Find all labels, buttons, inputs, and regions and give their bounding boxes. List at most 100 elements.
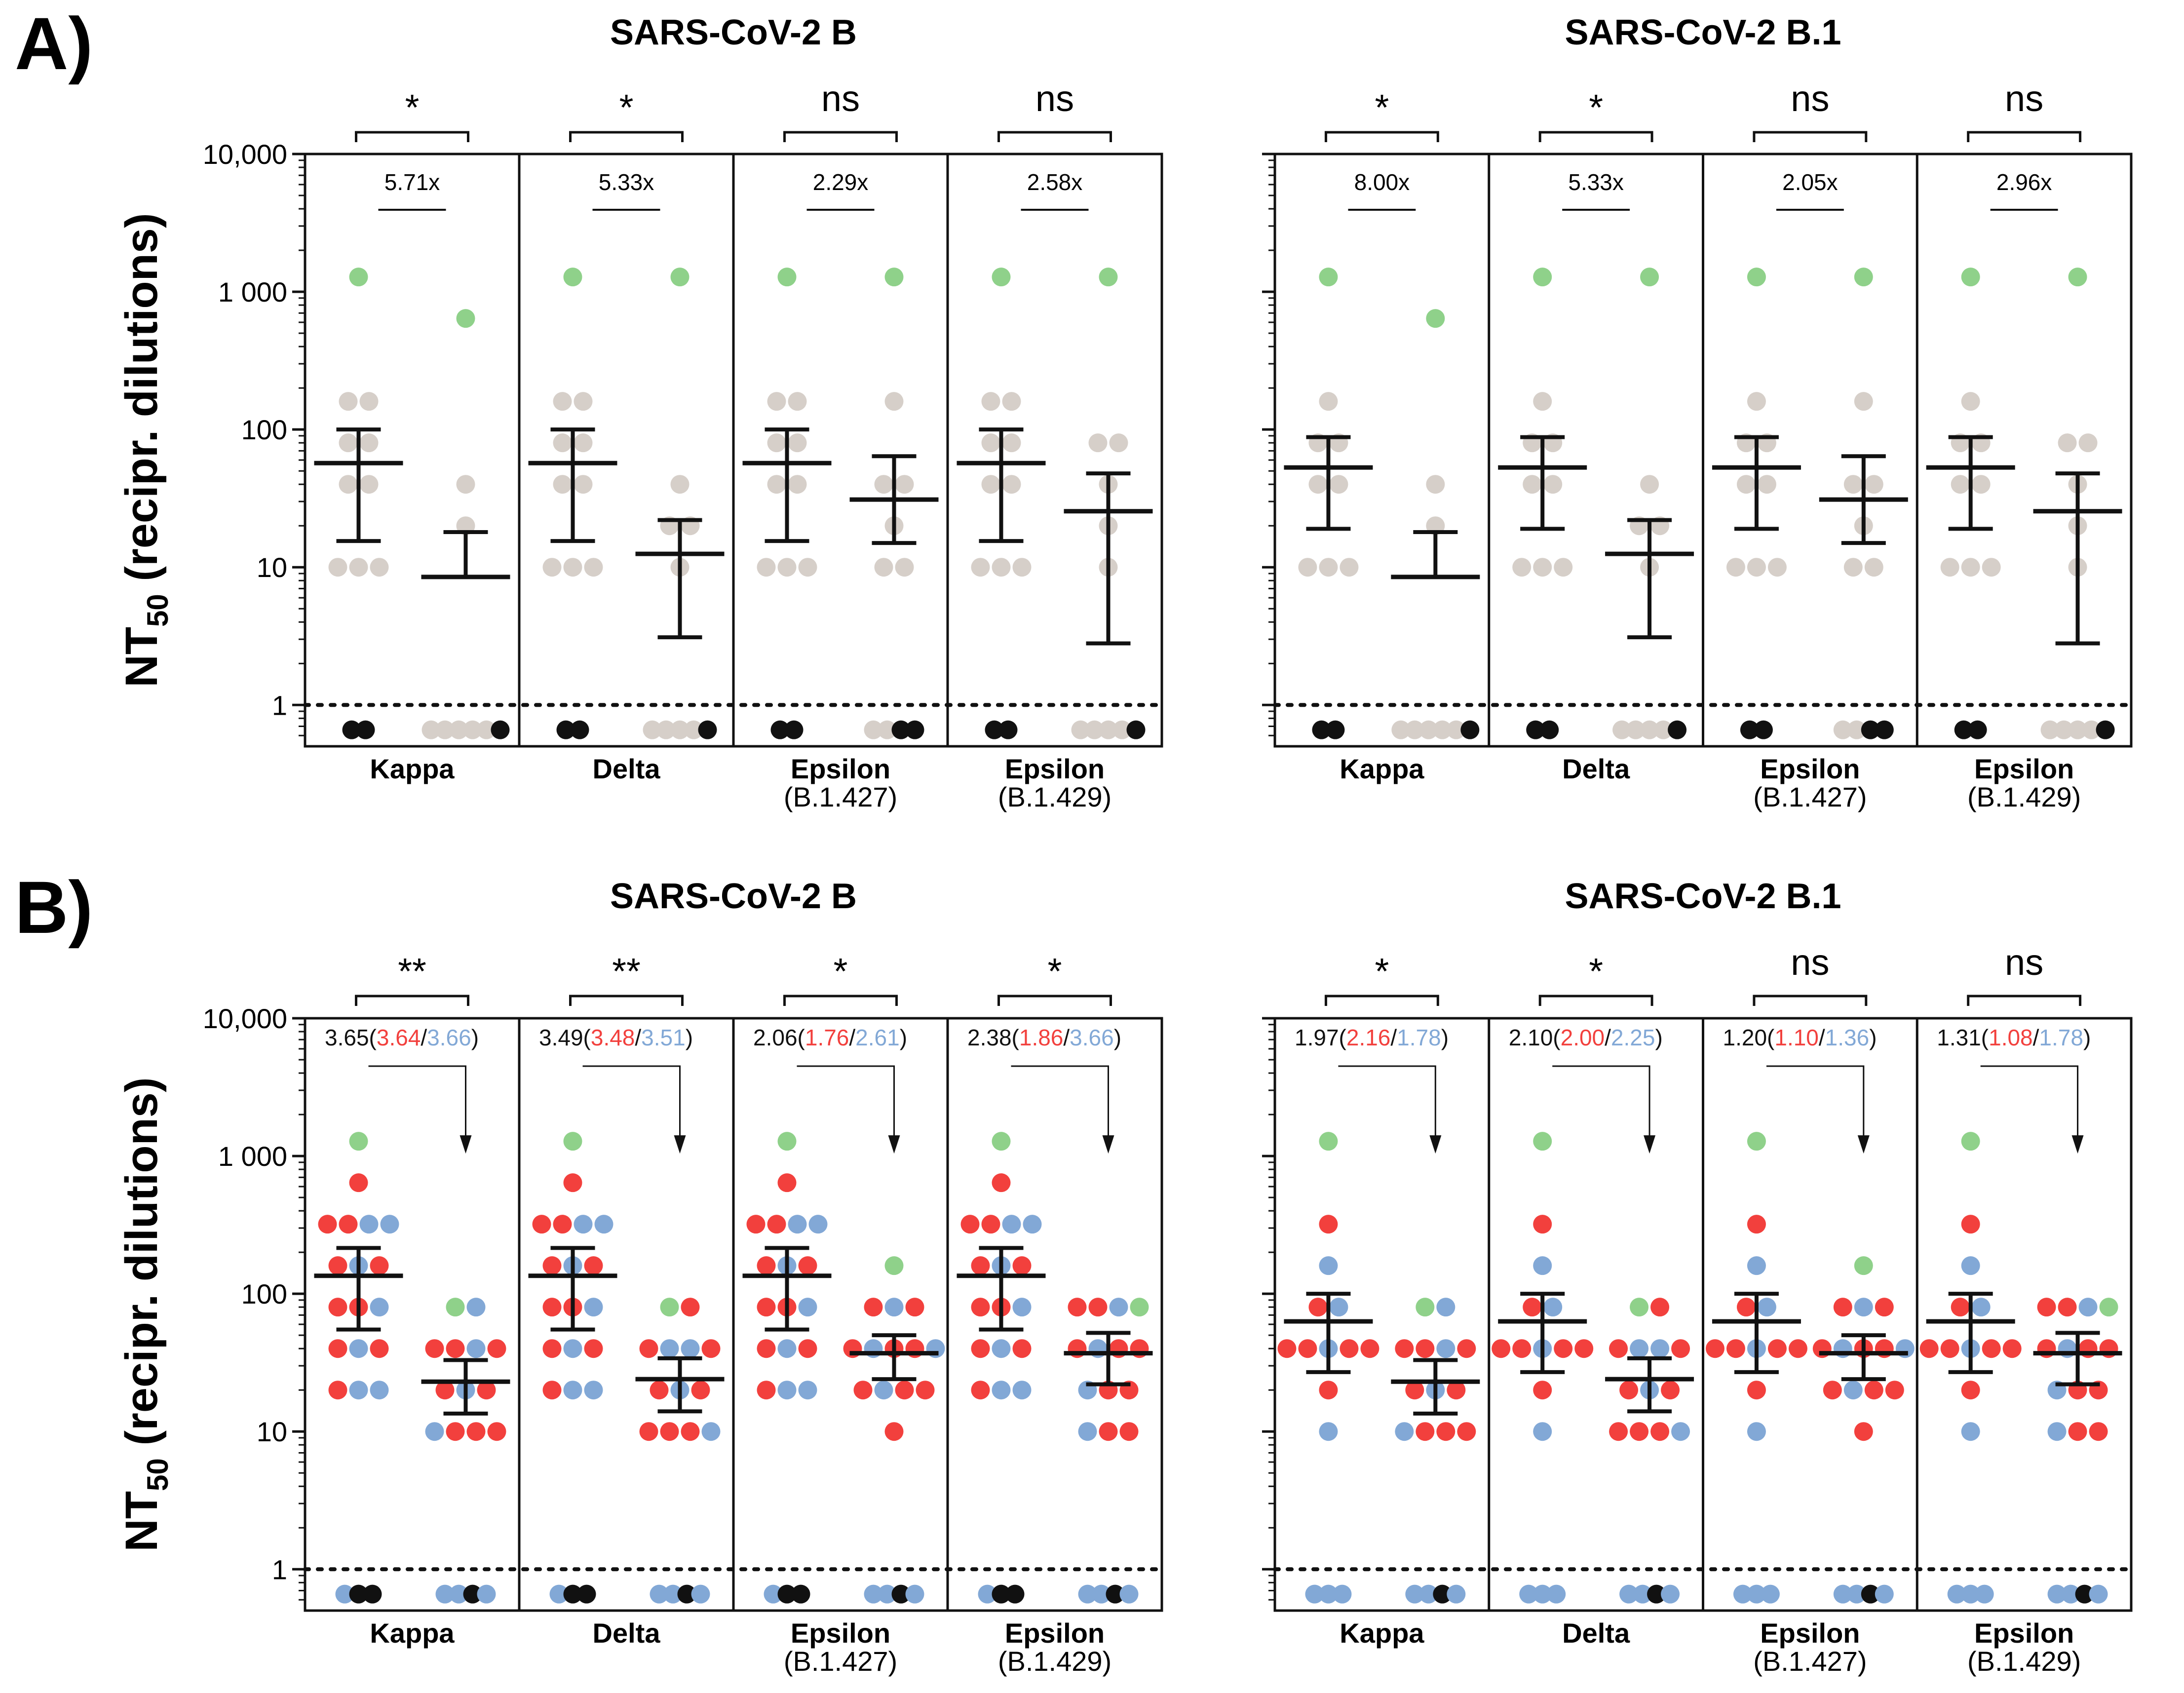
- data-point: [1023, 1215, 1042, 1234]
- below-detection-point: [2061, 1584, 2080, 1604]
- below-detection-point: [577, 1584, 596, 1604]
- data-point: [767, 392, 786, 411]
- data-point: [1319, 1381, 1338, 1400]
- data-point: [1012, 1381, 1032, 1400]
- data-point: [1726, 558, 1745, 577]
- data-point: [981, 392, 1000, 411]
- data-point: [1574, 1339, 1594, 1358]
- data-point: [584, 558, 603, 577]
- data-point: [1130, 1298, 1149, 1317]
- data-point: [757, 1381, 776, 1400]
- fold-change-arrowhead: [674, 1135, 686, 1154]
- data-point: [1971, 475, 1991, 494]
- variant-column: ns 2.96x Epsilon(B.1.429): [1916, 78, 2122, 812]
- variant-label: Epsilon: [1760, 753, 1860, 784]
- data-point: [1864, 558, 1883, 577]
- data-point: [359, 433, 379, 453]
- variant-label: Kappa: [370, 1617, 455, 1649]
- fold-change-red: 1.10: [1774, 1025, 1819, 1050]
- data-point: [1961, 1215, 1980, 1234]
- data-point: [456, 309, 475, 328]
- fold-change-punct: ): [1441, 1025, 1449, 1050]
- data-point: [701, 1422, 721, 1441]
- variant-sublabel: (B.1.429): [1967, 781, 2081, 812]
- data-point: [1823, 1381, 1842, 1400]
- fold-change-arrowhead: [1644, 1135, 1656, 1154]
- data-point: [971, 1256, 990, 1275]
- data-point: [971, 558, 990, 577]
- data-point: [798, 1298, 817, 1317]
- data-point: [681, 1339, 700, 1358]
- data-point: [370, 1339, 389, 1358]
- data-point: [1864, 1381, 1883, 1400]
- data-point: [584, 1339, 603, 1358]
- fold-change-blue: 3.51: [641, 1025, 686, 1050]
- fold-change-arrow-line: [368, 1065, 466, 1147]
- fold-change-punct: (: [583, 1025, 591, 1050]
- data-point: [1951, 475, 1970, 494]
- data-point: [1068, 1298, 1087, 1317]
- data-point: [1875, 1298, 1894, 1317]
- data-point: [1961, 558, 1980, 577]
- data-point: [874, 1381, 893, 1400]
- data-point: [992, 1381, 1011, 1400]
- below-detection-point: [1078, 1584, 1097, 1604]
- below-detection-point: [463, 1584, 482, 1604]
- data-point: [328, 1298, 347, 1317]
- data-point: [1298, 1339, 1317, 1358]
- variant-label: Epsilon: [1760, 1617, 1860, 1649]
- data-point: [1630, 1422, 1649, 1441]
- data-point: [1109, 433, 1128, 453]
- data-point: [1747, 1422, 1766, 1441]
- significance-label: ns: [821, 78, 860, 119]
- data-point: [1843, 475, 1863, 494]
- data-point: [1640, 268, 1659, 287]
- data-point: [1109, 1298, 1128, 1317]
- data-point: [670, 475, 690, 494]
- data-point: [487, 1339, 506, 1358]
- variant-column: ns 2.29x Epsilon(B.1.427): [732, 78, 939, 812]
- data-point: [992, 1132, 1011, 1151]
- data-point: [1360, 1339, 1379, 1358]
- fold-change-label: 2.38(1.86/3.66): [967, 1025, 1121, 1050]
- fold-change-blue: 2.61: [855, 1025, 900, 1050]
- data-point: [425, 1422, 444, 1441]
- variant-sublabel: (B.1.427): [1753, 1646, 1867, 1677]
- below-detection-point: [1861, 720, 1880, 739]
- right-group: [1819, 268, 1908, 739]
- data-point: [777, 268, 797, 287]
- below-detection-point: [864, 1584, 883, 1604]
- below-detection-point: [2082, 720, 2101, 739]
- data-point: [446, 1339, 465, 1358]
- data-point: [349, 558, 368, 577]
- below-detection-point: [491, 720, 510, 739]
- data-point: [1854, 1422, 1873, 1441]
- data-point: [757, 1256, 776, 1275]
- data-point: [425, 1339, 444, 1358]
- data-point: [380, 1215, 399, 1234]
- fold-change-punct: /: [1605, 1025, 1611, 1050]
- data-point: [1747, 1256, 1766, 1275]
- below-detection-point: [2096, 720, 2115, 739]
- left-group: [1705, 1132, 1807, 1604]
- fold-change-blue: 1.78: [2039, 1025, 2083, 1050]
- below-detection-point: [2075, 1584, 2094, 1604]
- data-point: [1436, 1339, 1456, 1358]
- fold-change-punct: ): [471, 1025, 479, 1050]
- y-axis-label-main: NT: [116, 1491, 167, 1552]
- data-point: [2078, 433, 2098, 453]
- data-point: [1961, 1422, 1980, 1441]
- right-group: [2033, 268, 2122, 739]
- fold-change-arrow-line: [1338, 1065, 1436, 1147]
- data-point: [1854, 268, 1873, 287]
- significance-label: *: [1375, 951, 1389, 992]
- data-point: [553, 475, 572, 494]
- data-point: [2078, 1298, 2098, 1317]
- data-point: [1012, 558, 1032, 577]
- below-detection-point: [1119, 1584, 1139, 1604]
- data-point: [981, 1215, 1000, 1234]
- data-point: [681, 1422, 700, 1441]
- significance-bracket: [783, 131, 898, 142]
- data-point: [349, 1381, 368, 1400]
- data-point: [328, 1256, 347, 1275]
